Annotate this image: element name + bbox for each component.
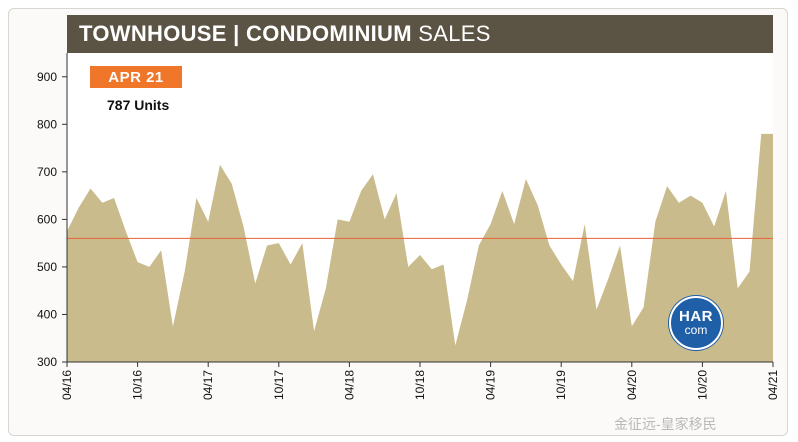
chart-title-bold: TOWNHOUSE | CONDOMINIUM [79,21,412,46]
series-area [67,133,773,362]
y-tick-label: 300 [37,355,57,369]
x-tick-label: 10/17 [272,370,286,400]
y-tick-label: 900 [37,70,57,84]
x-tick-label: 10/19 [554,370,568,400]
chart-title-thin: SALES [418,21,491,46]
x-tick-label: 04/16 [60,370,74,400]
x-tick-label: 10/18 [413,370,427,400]
har-logo-subtext: com [684,323,708,337]
chart-title: TOWNHOUSE | CONDOMINIUM SALES [67,15,773,53]
x-tick-label: 10/20 [695,370,709,400]
x-tick-label: 04/20 [625,370,639,400]
x-tick-label: 04/18 [342,370,356,400]
x-tick-label: 10/16 [131,370,145,400]
har-logo: HAR com [669,296,723,350]
watermark: 金征远-皇家移民 [614,416,717,432]
y-tick-label: 600 [37,212,57,226]
x-tick-label: 04/21 [766,370,780,400]
x-tick-label: 04/19 [484,370,498,400]
y-tick-label: 500 [37,260,57,274]
y-tick-label: 400 [37,307,57,321]
har-logo-text: HAR [679,308,713,325]
y-tick-label: 800 [37,117,57,131]
legend-units: 787 Units [107,97,170,113]
x-tick-label: 04/17 [201,370,215,400]
legend-badge: APR 21 [90,66,182,88]
y-tick-label: 700 [37,165,57,179]
